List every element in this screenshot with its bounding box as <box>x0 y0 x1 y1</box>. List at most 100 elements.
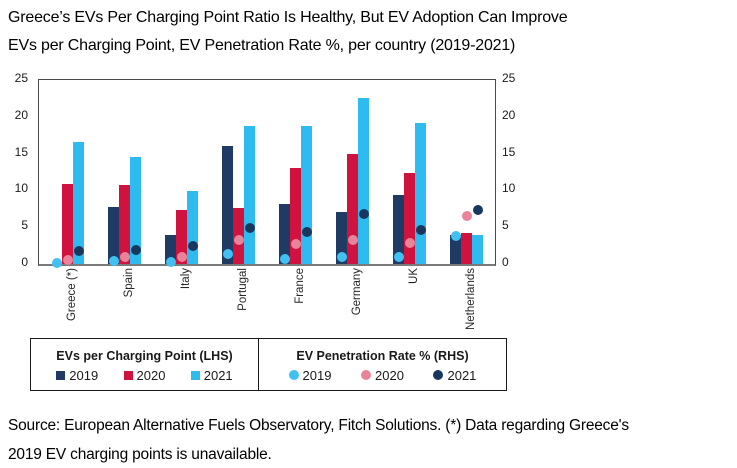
y-right-tick-25: 25 <box>502 71 516 85</box>
dot-2020-Portugal <box>233 235 244 246</box>
x-label-UK: UK <box>407 268 420 284</box>
dot-2019-Netherlands <box>450 231 461 242</box>
dot-2021-France <box>301 227 312 238</box>
bar-2019-Portugal <box>222 146 233 264</box>
dot-2020-France <box>290 239 301 250</box>
bar-2019-Germany <box>336 211 347 264</box>
dot-2021-Italy <box>187 240 198 251</box>
dot-2019-Portugal <box>222 248 233 259</box>
dot-2021-Greece (*) <box>73 245 84 256</box>
square-marker-icon <box>56 370 66 380</box>
bar-2021-UK <box>415 122 426 264</box>
dot-2020-Greece (*) <box>62 254 73 265</box>
dot-2021-Germany <box>358 208 369 219</box>
bar-2020-France <box>290 168 301 264</box>
dot-2019-Greece (*) <box>51 257 62 268</box>
y-right-tick-20: 20 <box>502 107 516 122</box>
legend-lhs-items: 2019 2020 2021 <box>31 368 258 383</box>
circle-marker-icon <box>361 370 372 380</box>
dot-2019-Spain <box>108 256 119 267</box>
bar-2021-France <box>301 126 312 264</box>
legend-year-label: 2020 <box>375 367 404 383</box>
source-note: Source: European Alternative Fuels Obser… <box>8 411 629 468</box>
bar-2021-Greece (*) <box>73 141 84 264</box>
bar-2019-UK <box>393 194 404 264</box>
plot-area <box>38 79 496 268</box>
bar-2020-Greece (*) <box>62 183 73 264</box>
square-marker-icon <box>123 370 133 380</box>
y-left-tick-0: 0 <box>21 255 28 269</box>
dot-2019-Germany <box>336 252 347 263</box>
legend-box: EVs per Charging Point (LHS) 2019 2020 202… <box>30 338 507 391</box>
bar-2021-Spain <box>130 157 141 264</box>
source-line-1: Source: European Alternative Fuels Obser… <box>8 417 629 434</box>
legend-rhs-cell: EV Penetration Rate % (RHS) 2019 2020 2021 <box>259 339 506 390</box>
y-left-tick-20: 20 <box>14 107 28 122</box>
chart-subtitle: EVs per Charging Point, EV Penetration R… <box>8 37 516 54</box>
bar-2020-Italy <box>176 210 187 264</box>
dot-2020-Germany <box>347 234 358 245</box>
legend-year-label: 2021 <box>447 367 477 383</box>
x-label-Spain: Spain <box>122 268 135 298</box>
dot-2020-Netherlands <box>461 211 472 222</box>
legend-rhs-title: EV Penetration Rate % (RHS) <box>296 348 469 363</box>
y-left-tick-25: 25 <box>14 71 28 85</box>
legend-lhs-cell: EVs per Charging Point (LHS) 2019 2020 202… <box>31 339 259 390</box>
bar-2019-Spain <box>108 206 119 264</box>
dot-2020-Spain <box>119 252 130 263</box>
dot-2021-Netherlands <box>472 205 483 216</box>
dot-2021-Portugal <box>244 222 255 233</box>
bar-2021-Germany <box>358 98 369 264</box>
bar-2019-France <box>279 203 290 264</box>
bar-2021-Italy <box>187 191 198 264</box>
legend-year-label: 2020 <box>136 367 166 383</box>
legend-year-label: 2019 <box>302 367 332 383</box>
dot-2021-UK <box>415 225 426 236</box>
source-line-2: 2019 EV charging points is unavailable. <box>8 446 272 463</box>
x-label-Italy: Italy <box>179 268 192 290</box>
circle-marker-icon <box>433 370 444 380</box>
y-axis-right: 0 5 10 15 20 25 <box>502 71 532 269</box>
x-label-Greece (*): Greece (*) <box>65 268 78 322</box>
bar-2019-Netherlands <box>450 234 461 264</box>
dot-2020-Italy <box>176 251 187 262</box>
bar-2020-UK <box>404 172 415 264</box>
y-right-tick-15: 15 <box>502 144 516 159</box>
y-left-tick-5: 5 <box>21 218 28 233</box>
dot-2019-UK <box>393 252 404 263</box>
bar-2020-Spain <box>119 184 130 264</box>
legend-year-label: 2021 <box>203 367 233 383</box>
legend-year-label: 2019 <box>69 367 99 383</box>
bar-2019-Italy <box>165 234 176 264</box>
dot-2019-France <box>279 253 290 264</box>
x-label-France: France <box>293 268 306 304</box>
dot-2019-Italy <box>165 256 176 267</box>
y-axis-left: 0 5 10 15 20 25 <box>0 71 30 269</box>
legend-item-circle-2020: 2020 <box>361 368 404 383</box>
bar-2020-Netherlands <box>461 233 472 264</box>
dot-2020-UK <box>404 238 415 249</box>
x-label-Portugal: Portugal <box>236 268 249 311</box>
y-left-tick-15: 15 <box>14 144 28 159</box>
legend-lhs-title: EVs per Charging Point (LHS) <box>56 348 233 363</box>
legend-item-square-2021: 2021 <box>190 367 233 383</box>
circle-marker-icon <box>288 370 299 380</box>
legend-rhs-items: 2019 2020 2021 <box>259 368 506 383</box>
square-marker-icon <box>190 370 200 380</box>
legend-item-square-2020: 2020 <box>123 367 166 383</box>
y-right-tick-0: 0 <box>502 255 509 269</box>
chart-title: Greece’s EVs Per Charging Point Ratio Is… <box>8 9 568 26</box>
bar-2021-Portugal <box>244 126 255 264</box>
x-label-Germany: Germany <box>350 268 363 316</box>
y-right-tick-5: 5 <box>502 218 509 233</box>
bar-2021-Netherlands <box>472 235 483 264</box>
x-label-Netherlands: Netherlands <box>464 268 477 331</box>
y-right-tick-10: 10 <box>502 181 516 196</box>
dot-2021-Spain <box>130 245 141 256</box>
legend-item-square-2019: 2019 <box>56 368 98 383</box>
y-left-tick-10: 10 <box>14 181 28 196</box>
bar-2020-Germany <box>347 154 358 264</box>
legend-item-circle-2019: 2019 <box>288 367 332 383</box>
legend-item-circle-2021: 2021 <box>433 368 476 383</box>
